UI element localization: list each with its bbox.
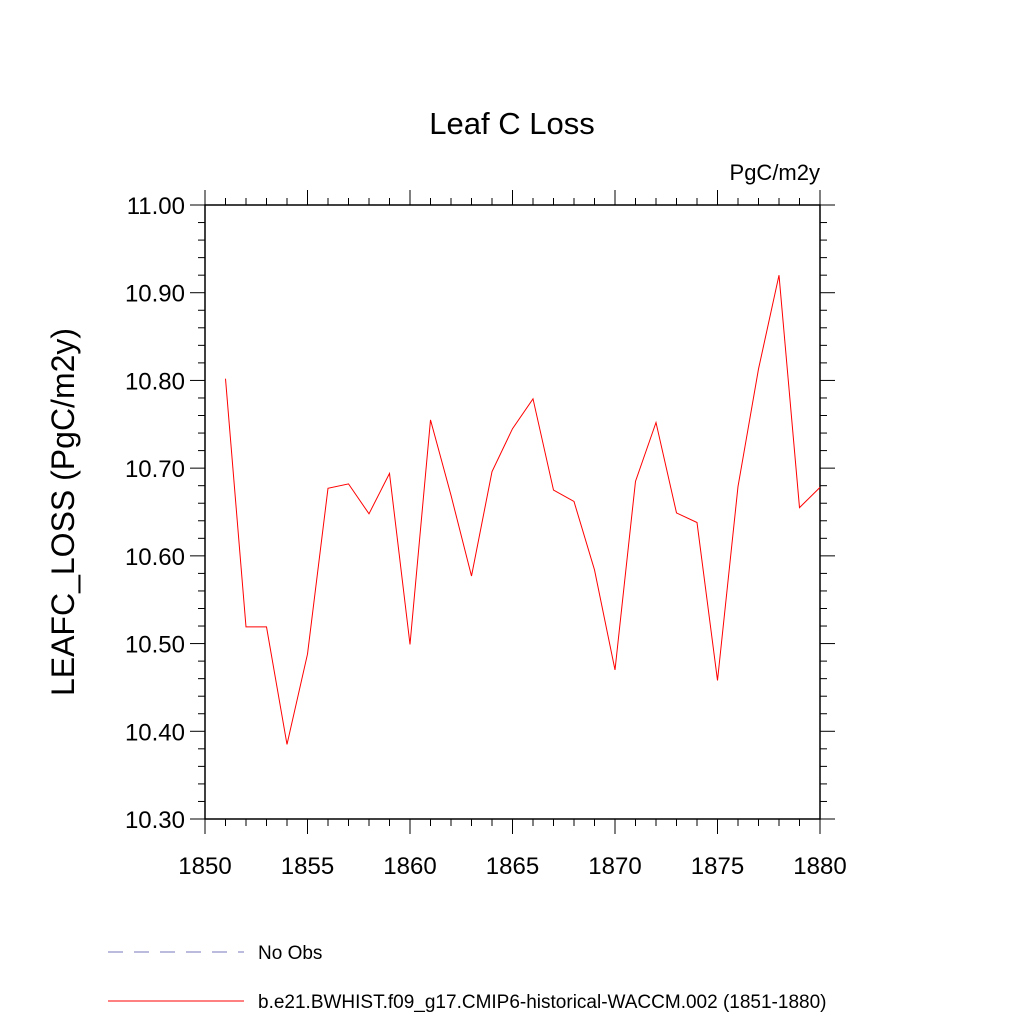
y-axis-label: LEAFC_LOSS (PgC/m2y) xyxy=(45,328,81,696)
series-group xyxy=(225,275,821,745)
x-tick-label: 1855 xyxy=(281,853,334,880)
y-tick-label: 11.00 xyxy=(127,193,185,220)
y-tick-label: 10.40 xyxy=(125,719,185,746)
y-tick-label: 10.80 xyxy=(125,368,185,395)
legend-label-no-obs: No Obs xyxy=(258,943,322,964)
x-tick-label: 1870 xyxy=(588,853,641,880)
x-tick-label: 1860 xyxy=(383,853,436,880)
x-tick-label: 1880 xyxy=(793,853,846,880)
units-label: PgC/m2y xyxy=(730,160,820,185)
x-tick-label: 1875 xyxy=(691,853,744,880)
legend: No Obs b.e21.BWHIST.f09_g17.CMIP6-histor… xyxy=(108,943,826,1013)
x-tick-label: 1850 xyxy=(178,853,231,880)
chart-title: Leaf C Loss xyxy=(429,106,594,141)
plot-frame xyxy=(204,204,821,820)
y-tick-label: 10.70 xyxy=(125,456,185,483)
x-tick-labels: 1850 1855 1860 1865 1870 1875 1880 xyxy=(178,853,846,880)
y-tick-labels: 10.30 10.40 10.50 10.60 10.70 10.80 10.90 11.00 xyxy=(125,193,185,834)
x-tick-label: 1865 xyxy=(486,853,539,880)
y-tick-label: 10.50 xyxy=(125,632,185,659)
y-tick-label: 10.30 xyxy=(125,807,185,834)
axis-ticks xyxy=(190,190,835,834)
legend-label-model: b.e21.BWHIST.f09_g17.CMIP6-historical-WA… xyxy=(258,992,826,1013)
y-tick-label: 10.90 xyxy=(125,281,185,308)
y-tick-label: 10.60 xyxy=(125,544,185,571)
series-line xyxy=(225,275,821,745)
